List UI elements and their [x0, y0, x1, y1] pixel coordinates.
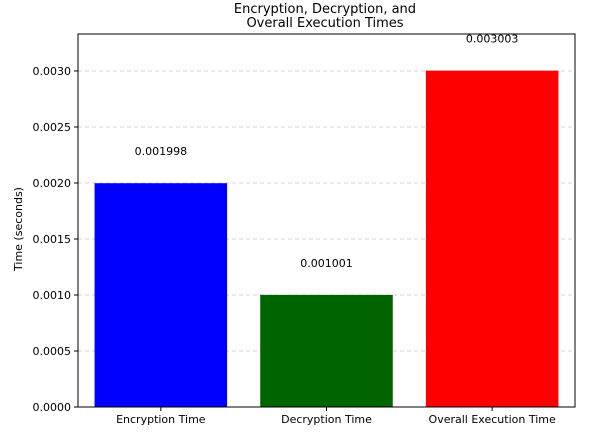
x-tick-label: Encryption Time — [116, 413, 206, 426]
y-axis-label: Time (seconds) — [12, 187, 25, 272]
data-label: 0.003003 — [466, 33, 519, 46]
y-tick-label: 0.0010 — [33, 289, 72, 302]
y-tick-label: 0.0025 — [33, 121, 72, 134]
y-tick-label: 0.0030 — [33, 65, 72, 78]
y-tick-label: 0.0000 — [33, 401, 72, 414]
bar-overall-execution-time — [425, 70, 559, 407]
x-ticks: Encryption Time Decryption Time Overall Ex… — [116, 407, 556, 426]
y-tick-label: 0.0015 — [33, 233, 72, 246]
x-tick-label: Decryption Time — [281, 413, 372, 426]
data-label: 0.001998 — [135, 145, 188, 158]
y-tick-label: 0.0005 — [33, 345, 72, 358]
plot-frame — [77, 33, 576, 408]
chart-title-line-2: Overall Execution Times — [246, 16, 403, 31]
data-labels: 0.001998 0.001001 0.003003 — [135, 33, 519, 270]
chart-title-line-1: Encryption, Decryption, and — [234, 2, 416, 17]
bars — [94, 70, 559, 407]
bar-encryption-time — [94, 183, 228, 407]
data-label: 0.001001 — [300, 257, 353, 270]
y-tick-label: 0.0020 — [33, 177, 72, 190]
y-ticks: 0.0000 0.0005 0.0010 0.0015 0.0020 0.0025 0.00… — [33, 65, 78, 414]
bar-decryption-time — [260, 294, 393, 407]
x-tick-label: Overall Execution Time — [429, 413, 556, 426]
